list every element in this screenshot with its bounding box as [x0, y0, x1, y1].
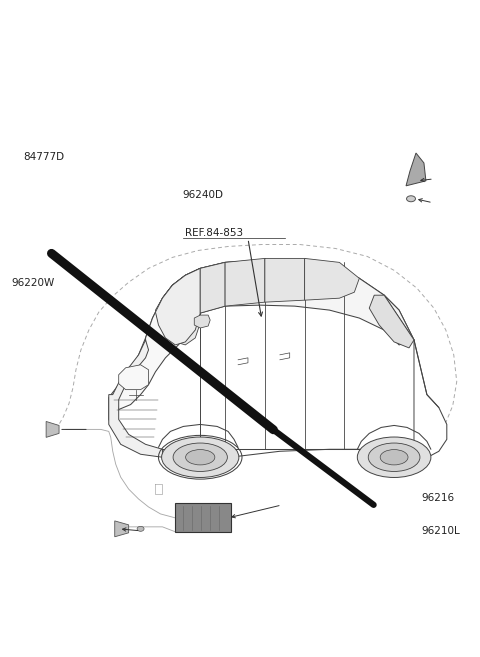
Ellipse shape — [137, 526, 144, 532]
Polygon shape — [406, 153, 426, 186]
Text: 96216: 96216 — [421, 493, 455, 503]
Ellipse shape — [186, 449, 215, 465]
Polygon shape — [305, 258, 360, 300]
Polygon shape — [116, 285, 200, 409]
Polygon shape — [109, 340, 162, 457]
Ellipse shape — [407, 196, 416, 202]
Polygon shape — [119, 365, 148, 390]
Text: 84777D: 84777D — [23, 152, 64, 162]
Polygon shape — [46, 421, 59, 438]
Text: 96240D: 96240D — [183, 190, 224, 200]
Polygon shape — [156, 268, 200, 345]
Polygon shape — [172, 260, 414, 345]
Text: REF.84-853: REF.84-853 — [185, 227, 243, 238]
Ellipse shape — [357, 437, 431, 478]
Polygon shape — [225, 258, 265, 306]
Text: 96220W: 96220W — [11, 278, 54, 288]
Text: 96210L: 96210L — [421, 526, 460, 536]
Polygon shape — [200, 262, 225, 313]
Ellipse shape — [173, 443, 228, 472]
Polygon shape — [194, 315, 210, 328]
Ellipse shape — [162, 437, 239, 478]
Polygon shape — [369, 295, 414, 348]
Polygon shape — [115, 521, 129, 537]
Polygon shape — [265, 258, 305, 302]
Polygon shape — [156, 275, 200, 345]
Ellipse shape — [368, 443, 420, 472]
Polygon shape — [109, 260, 447, 461]
Ellipse shape — [380, 449, 408, 465]
FancyBboxPatch shape — [175, 503, 230, 532]
